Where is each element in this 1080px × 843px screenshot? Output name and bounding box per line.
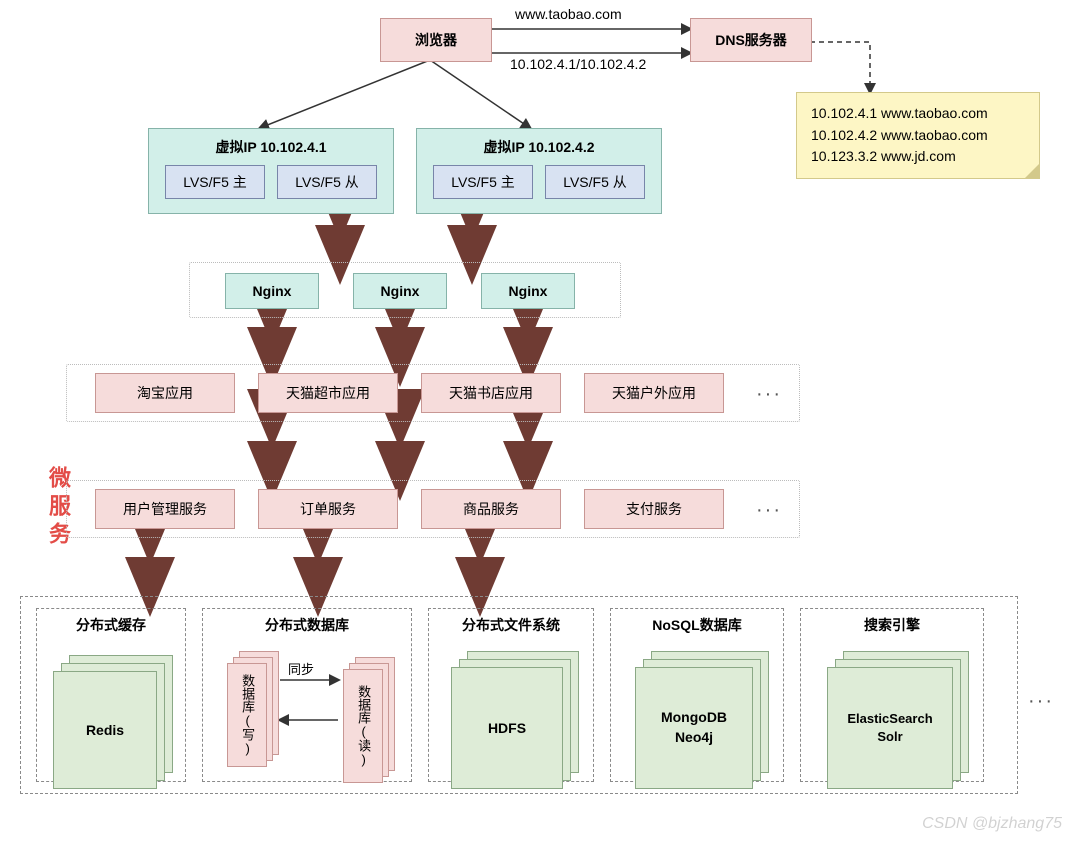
svc-1: 用户管理服务	[95, 489, 235, 529]
vip-left-b: LVS/F5 从	[277, 165, 377, 199]
nginx-2: Nginx	[353, 273, 447, 309]
nginx-1: Nginx	[225, 273, 319, 309]
note-line: 10.102.4.1 www.taobao.com	[811, 103, 1025, 125]
storage-search-title: 搜索引擎	[801, 615, 983, 635]
app-1: 淘宝应用	[95, 373, 235, 413]
services-ellipsis: ···	[756, 499, 782, 522]
storage-db: 分布式数据库 数据库(写) 数据库(读) 同步	[202, 608, 412, 782]
note-line: 10.123.3.2 www.jd.com	[811, 146, 1025, 168]
storage-db-title: 分布式数据库	[203, 615, 411, 635]
storage-fs-body: HDFS	[451, 667, 563, 789]
storage-cache-body: Redis	[53, 671, 157, 789]
watermark: CSDN @bjzhang75	[922, 815, 1062, 833]
storage-db-sync: 同步	[288, 659, 314, 678]
note-line: 10.102.4.2 www.taobao.com	[811, 125, 1025, 147]
storage-search-body1: ElasticSearch	[847, 710, 932, 728]
top-domain-label: www.taobao.com	[515, 6, 622, 22]
dns-note: 10.102.4.1 www.taobao.com 10.102.4.2 www…	[796, 92, 1040, 179]
vip-left-title: 虚拟IP 10.102.4.1	[159, 137, 383, 157]
storage-fs-title: 分布式文件系统	[429, 615, 593, 635]
storage-nosql-title: NoSQL数据库	[611, 615, 783, 635]
storage-db-read: 数据库(读)	[343, 669, 383, 783]
vip-left-a: LVS/F5 主	[165, 165, 265, 199]
vip-right-a: LVS/F5 主	[433, 165, 533, 199]
svc-4: 支付服务	[584, 489, 724, 529]
storage-fs: 分布式文件系统 HDFS	[428, 608, 594, 782]
app-2: 天猫超市应用	[258, 373, 398, 413]
storage-search-body2: Solr	[877, 728, 902, 746]
dns-box: DNS服务器	[690, 18, 812, 62]
app-3: 天猫书店应用	[421, 373, 561, 413]
svc-3: 商品服务	[421, 489, 561, 529]
app-4: 天猫户外应用	[584, 373, 724, 413]
storage-cache: 分布式缓存 Redis	[36, 608, 186, 782]
storage-cache-title: 分布式缓存	[37, 615, 185, 635]
apps-ellipsis: ···	[756, 383, 782, 406]
top-ip-label: 10.102.4.1/10.102.4.2	[510, 56, 646, 72]
storage-nosql-body1: MongoDB	[661, 708, 727, 728]
storage-db-write: 数据库(写)	[227, 663, 267, 767]
nginx-3: Nginx	[481, 273, 575, 309]
svc-2: 订单服务	[258, 489, 398, 529]
vip-left: 虚拟IP 10.102.4.1 LVS/F5 主 LVS/F5 从	[148, 128, 394, 214]
storage-ellipsis: ···	[1028, 690, 1054, 713]
storage-nosql-body2: Neo4j	[675, 728, 713, 748]
vip-right-b: LVS/F5 从	[545, 165, 645, 199]
vip-right: 虚拟IP 10.102.4.2 LVS/F5 主 LVS/F5 从	[416, 128, 662, 214]
storage-search: 搜索引擎 ElasticSearch Solr	[800, 608, 984, 782]
vip-right-title: 虚拟IP 10.102.4.2	[427, 137, 651, 157]
browser-box: 浏览器	[380, 18, 492, 62]
storage-nosql: NoSQL数据库 MongoDB Neo4j	[610, 608, 784, 782]
